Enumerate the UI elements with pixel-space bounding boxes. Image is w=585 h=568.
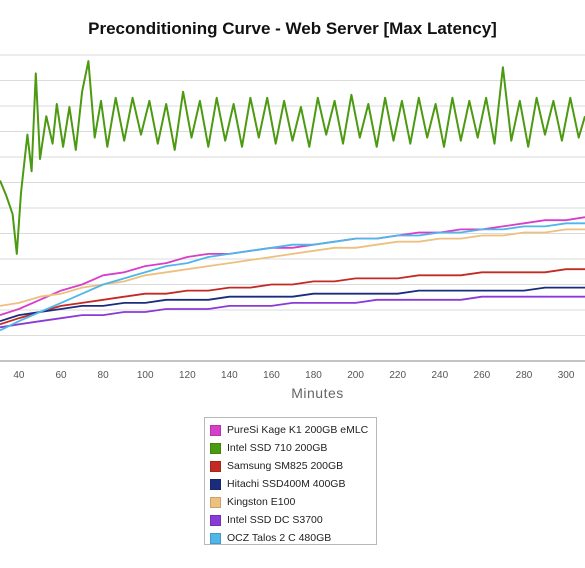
legend-item-3: Hitachi SSD400M 400GB (210, 475, 376, 493)
series-line-1 (0, 60, 585, 255)
legend-swatch (210, 514, 221, 526)
x-tick-label: 180 (305, 370, 322, 381)
series-line-3 (0, 286, 585, 323)
legend-item-4: Kingston E100 (210, 493, 376, 511)
x-tick-label: 140 (221, 370, 238, 381)
line-chart: 40 60 80 100 120 140 160 180 200 220 240 260 280 300 (0, 54, 585, 381)
x-tick-label: 60 (55, 370, 67, 381)
legend-label: PureSi Kage K1 200GB eMLC (227, 424, 369, 436)
legend-swatch (210, 478, 221, 490)
legend-label: Intel SSD DC S3700 (227, 514, 323, 526)
x-tick-label: 160 (263, 370, 280, 381)
legend: PureSi Kage K1 200GB eMLC Intel SSD 710 2… (204, 417, 377, 545)
series-line-2 (0, 268, 585, 326)
series-line-6 (0, 222, 585, 332)
chart-title: Preconditioning Curve - Web Server [Max … (88, 19, 497, 38)
legend-item-5: Intel SSD DC S3700 (210, 511, 376, 529)
x-tick-label: 40 (13, 370, 25, 381)
legend-label: Intel SSD 710 200GB (227, 442, 328, 454)
x-tick-label: 260 (474, 370, 491, 381)
x-axis-label: Minutes (291, 385, 344, 401)
legend-label: Hitachi SSD400M 400GB (227, 478, 346, 490)
legend-item-1: Intel SSD 710 200GB (210, 439, 376, 457)
legend-swatch (210, 532, 221, 544)
legend-swatch (210, 424, 221, 436)
series-line-4 (0, 228, 585, 307)
legend-item-0: PureSi Kage K1 200GB eMLC (210, 421, 376, 439)
legend-swatch (210, 442, 221, 454)
series-line-0 (0, 216, 585, 316)
legend-label: Kingston E100 (227, 496, 296, 508)
legend-label: Samsung SM825 200GB (227, 460, 344, 472)
series-line-5 (0, 295, 585, 329)
legend-swatch (210, 460, 221, 472)
x-tick-label: 200 (347, 370, 364, 381)
legend-label: OCZ Talos 2 C 480GB (227, 532, 332, 544)
legend-item-2: Samsung SM825 200GB (210, 457, 376, 475)
legend-item-6: OCZ Talos 2 C 480GB (210, 529, 376, 547)
x-tick-label: 240 (431, 370, 448, 381)
x-tick-label: 80 (98, 370, 110, 381)
x-tick-label: 220 (389, 370, 406, 381)
x-tick-label: 100 (137, 370, 154, 381)
x-tick-label: 280 (516, 370, 533, 381)
x-tick-label: 120 (179, 370, 196, 381)
legend-swatch (210, 496, 221, 508)
x-tick-label: 300 (558, 370, 575, 381)
